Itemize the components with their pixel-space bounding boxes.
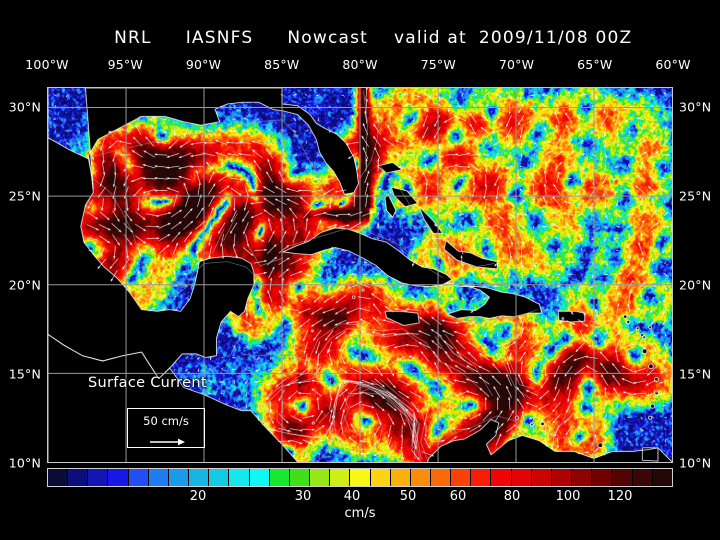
colorbar-segment [370, 469, 391, 486]
colorbar-segment [168, 469, 190, 486]
title-valid-prefix: valid at [394, 28, 467, 48]
map-gridlines [48, 88, 672, 462]
colorbar-tick-labels: 20 30 40 50 60 80 100 120 [0, 489, 720, 507]
lon-tick-90W: 90°W [185, 57, 222, 72]
lon-tick-65W: 65°W [577, 57, 613, 72]
lat-tick-30N: 30°N [679, 99, 712, 115]
colorbar-segment [531, 469, 552, 486]
lat-tick-25N: 25°N [679, 188, 712, 204]
colorbar-segment [108, 469, 129, 486]
colorbar-segment [209, 469, 230, 486]
longitude-axis: 100°W 95°W 90°W 85°W 80°W 75°W 70°W 65°W 60°W [0, 57, 720, 73]
colorbar-segment [249, 469, 270, 486]
colorbar-segment [572, 469, 593, 486]
map-panel[interactable] [47, 87, 673, 463]
lat-tick-10N: 10°N [8, 455, 41, 471]
arrow-right-icon [128, 432, 204, 446]
colorbar-segment [491, 469, 512, 486]
colorbar-segment [48, 469, 69, 486]
lat-tick-20N: 20°N [679, 277, 712, 293]
lat-tick-25N: 25°N [8, 188, 41, 204]
lat-tick-15N: 15°N [8, 366, 41, 382]
colorbar-segment [269, 469, 290, 486]
colorbar-segment [350, 469, 371, 486]
colorbar-segment [652, 469, 672, 486]
colorbar-segment [128, 469, 149, 486]
colorbar-segment [471, 469, 492, 486]
vector-scale-box: 50 cm/s [127, 408, 205, 448]
surface-current-label: Surface Current [88, 375, 207, 391]
colorbar-tick-40: 40 [343, 489, 361, 504]
colorbar-segment [430, 469, 452, 486]
colorbar-segment [310, 469, 331, 486]
vector-scale-value: 50 cm/s [143, 414, 189, 428]
lon-tick-95W: 95°W [107, 57, 143, 72]
lon-tick-80W: 80°W [342, 57, 378, 72]
colorbar-segment [148, 469, 169, 486]
lon-tick-60W: 60°W [655, 57, 691, 72]
colorbar-segment [592, 469, 613, 486]
page-title: NRL IASNFS Nowcast valid at 2009/11/08 00Z [0, 8, 720, 48]
lat-tick-30N: 30°N [8, 99, 41, 115]
colorbar-segment [612, 469, 633, 486]
colorbar-tick-120: 120 [607, 489, 633, 504]
title-product: Nowcast [287, 28, 369, 48]
colorbar-unit-label: cm/s [344, 506, 376, 521]
lat-tick-15N: 15°N [679, 366, 712, 382]
colorbar-segment [551, 469, 573, 486]
colorbar-tick-60: 60 [449, 489, 467, 504]
title-model: IASNFS [185, 28, 254, 48]
colorbar-tick-100: 100 [555, 489, 581, 504]
title-valid-time: 2009/11/08 00Z [478, 28, 633, 48]
lon-tick-75W: 75°W [420, 57, 456, 72]
colorbar-segment [410, 469, 431, 486]
colorbar-tick-80: 80 [503, 489, 521, 504]
colorbar [47, 468, 673, 487]
colorbar-tick-20: 20 [189, 489, 207, 504]
lat-tick-20N: 20°N [8, 277, 41, 293]
colorbar-tick-30: 30 [294, 489, 312, 504]
lon-tick-100W: 100°W [25, 57, 69, 72]
colorbar-tick-50: 50 [399, 489, 417, 504]
colorbar-segment [451, 469, 472, 486]
lat-tick-10N: 10°N [679, 455, 712, 471]
colorbar-segment [632, 469, 653, 486]
lon-tick-70W: 70°W [498, 57, 535, 72]
colorbar-segment [511, 469, 532, 486]
lon-tick-85W: 85°W [264, 57, 300, 72]
colorbar-segment [390, 469, 411, 486]
colorbar-segment [189, 469, 210, 486]
colorbar-segment [229, 469, 250, 486]
title-agency: NRL [114, 28, 152, 48]
colorbar-segment [330, 469, 351, 486]
colorbar-segment [289, 469, 311, 486]
colorbar-segment [88, 469, 109, 486]
colorbar-segment [68, 469, 89, 486]
